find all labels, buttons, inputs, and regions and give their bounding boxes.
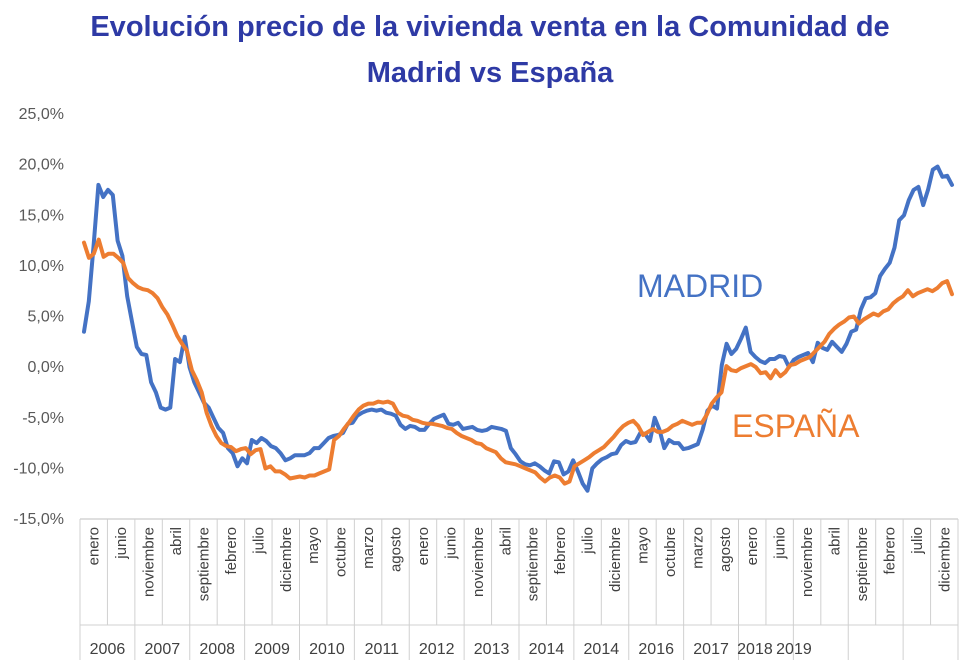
year-label: 2006 (90, 641, 126, 658)
series-annotation: MADRID (637, 268, 763, 304)
x-tick-label: septiembre (854, 527, 871, 601)
y-tick-label: 25,0% (19, 106, 64, 123)
y-tick-label: -5,0% (22, 410, 64, 427)
x-tick-label: agosto (388, 527, 405, 572)
x-tick-label: diciembre (278, 527, 295, 592)
year-label: 2007 (145, 641, 181, 658)
year-label: 2009 (254, 641, 290, 658)
series-annotation: ESPAÑA (732, 408, 860, 444)
year-label: 2019 (776, 641, 812, 658)
x-tick-label: octubre (333, 527, 350, 577)
y-tick-label: 20,0% (19, 157, 64, 174)
x-tick-label: febrero (552, 527, 569, 575)
year-label: 2017 (693, 641, 729, 658)
series-line-espaa (82, 237, 954, 486)
x-tick-label: febrero (881, 527, 898, 575)
series-line-madrid (82, 164, 954, 493)
year-label: 2013 (474, 641, 510, 658)
x-tick-label: agosto (717, 527, 734, 572)
x-tick-label: abril (827, 527, 844, 555)
y-tick-label: 0,0% (28, 359, 64, 376)
x-tick-label: abril (497, 527, 514, 555)
x-tick-label: noviembre (141, 527, 158, 597)
x-tick-label: septiembre (195, 527, 212, 601)
y-tick-label: 15,0% (19, 207, 64, 224)
y-tick-label: 10,0% (19, 258, 64, 275)
year-label: 2008 (199, 641, 235, 658)
x-tick-label: abril (168, 527, 185, 555)
x-tick-label: octubre (662, 527, 679, 577)
year-label: 2016 (638, 641, 674, 658)
x-tick-label: junio (113, 527, 130, 560)
x-tick-label: enero (744, 527, 761, 565)
x-tick-label: julio (250, 527, 267, 555)
x-tick-label: julio (580, 527, 597, 555)
year-label: 2014 (529, 641, 565, 658)
x-tick-label: julio (909, 527, 926, 555)
y-tick-label: -10,0% (13, 460, 64, 477)
x-tick-label: junio (442, 527, 459, 560)
chart-title-line-1: Evolución precio de la vivienda venta en… (90, 11, 890, 43)
x-tick-label: mayo (634, 527, 651, 564)
year-label: 2018 (737, 641, 773, 658)
year-label: 2012 (419, 641, 455, 658)
x-tick-label: junio (772, 527, 789, 560)
x-tick-label: mayo (305, 527, 322, 564)
x-tick-label: enero (86, 527, 103, 565)
x-tick-label: marzo (360, 527, 377, 569)
year-label: 2014 (584, 641, 620, 658)
y-tick-label: 5,0% (28, 309, 64, 326)
x-tick-label: septiembre (525, 527, 542, 601)
x-tick-label: noviembre (470, 527, 487, 597)
x-tick-label: diciembre (936, 527, 953, 592)
x-tick-label: noviembre (799, 527, 816, 597)
chart-title-line-2: Madrid vs España (366, 57, 614, 89)
x-tick-label: diciembre (607, 527, 624, 592)
x-tick-label: marzo (689, 527, 706, 569)
year-label: 2010 (309, 641, 345, 658)
x-tick-label: febrero (223, 527, 240, 575)
year-label: 2011 (365, 641, 400, 658)
y-tick-label: -15,0% (13, 511, 64, 528)
x-tick-label: enero (415, 527, 432, 565)
chart-title: Evolución precio de la vivienda venta en… (0, 4, 980, 96)
